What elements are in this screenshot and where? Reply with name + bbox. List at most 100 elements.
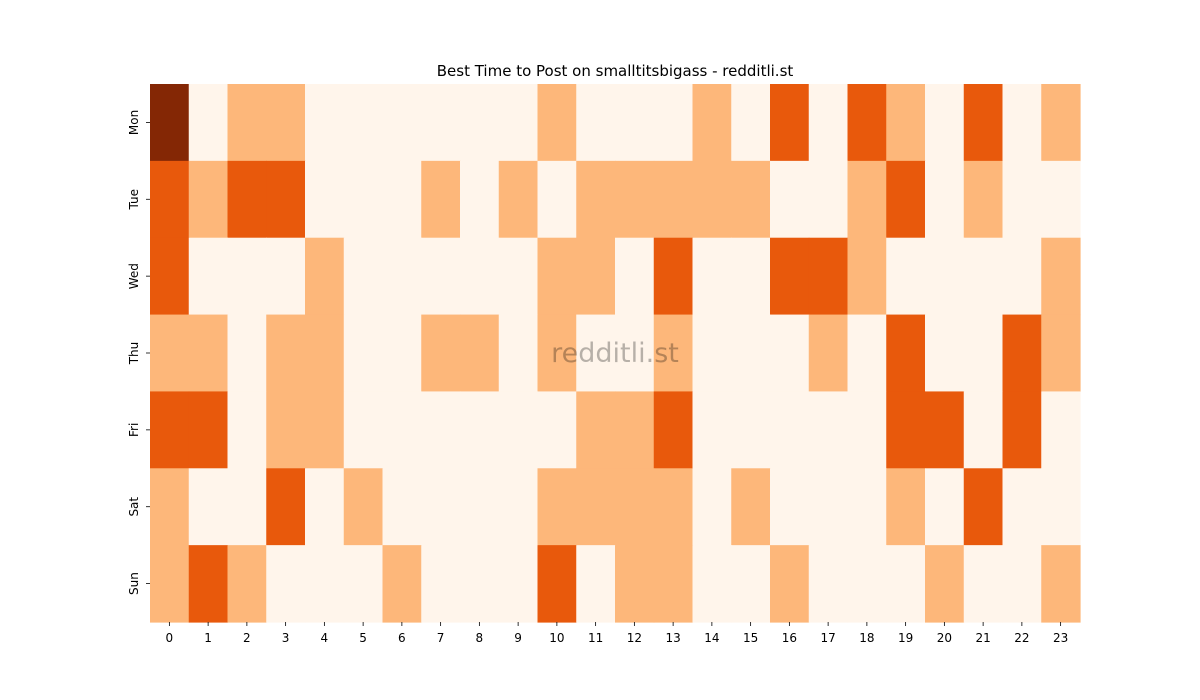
heatmap-cell-mon-23: [1041, 84, 1081, 162]
heatmap-cell-mon-19: [886, 84, 926, 162]
y-tick-label-sun: Sun: [127, 572, 141, 595]
heatmap-cell-fri-9: [498, 391, 539, 469]
heatmap-cell-fri-5: [343, 391, 384, 469]
heatmap-cell-sat-2: [227, 468, 267, 546]
heatmap-cell-sun-2: [227, 545, 267, 623]
heatmap-cell-mon-1: [188, 84, 229, 162]
heatmap-cell-thu-2: [227, 314, 267, 393]
x-tick-label-19: 19: [898, 631, 913, 645]
x-tick-label-11: 11: [588, 631, 603, 645]
heatmap-cell-sun-20: [925, 545, 965, 623]
heatmap-cell-fri-14: [692, 391, 732, 469]
heatmap-cell-wed-17: [808, 237, 849, 316]
heatmap-cell-mon-9: [498, 84, 539, 162]
heatmap-cell-tue-1: [188, 160, 229, 239]
heatmap-cell-mon-18: [847, 84, 887, 162]
x-tick-label-20: 20: [937, 631, 952, 645]
heatmap-cell-wed-9: [498, 237, 539, 316]
heatmap-cell-wed-13: [653, 237, 694, 316]
heatmap-cell-wed-8: [460, 237, 500, 316]
x-tick-label-14: 14: [704, 631, 719, 645]
heatmap-cell-thu-15: [731, 314, 771, 393]
heatmap-cell-thu-22: [1002, 314, 1042, 393]
heatmap-cell-thu-23: [1041, 314, 1081, 393]
heatmap-cell-sun-19: [886, 545, 926, 623]
heatmap-cell-sun-0: [150, 545, 190, 623]
heatmap-cell-wed-10: [537, 237, 577, 316]
heatmap-cell-fri-3: [266, 391, 306, 469]
heatmap-cell-sat-17: [808, 468, 849, 546]
heatmap-cell-mon-11: [576, 84, 616, 162]
heatmap-cell-fri-16: [770, 391, 810, 469]
heatmap-cell-wed-19: [886, 237, 926, 316]
y-tick-label-fri: Fri: [127, 423, 141, 437]
x-axis-ticks: 0 1 2 3 4 5 6 7 8 9 10 11 12 13 14 15 16 17 18 19 20 21 22 23: [166, 622, 1068, 645]
heatmap-cell-tue-17: [808, 160, 849, 239]
heatmap-cell-tue-3: [266, 160, 306, 239]
heatmap-cell-sun-16: [770, 545, 810, 623]
heatmap-cell-fri-21: [963, 391, 1004, 469]
heatmap-cell-wed-14: [692, 237, 732, 316]
heatmap-cell-mon-2: [227, 84, 267, 162]
heatmap-cell-fri-8: [460, 391, 500, 469]
heatmap-cell-sun-3: [266, 545, 306, 623]
heatmap-cell-sun-7: [421, 545, 461, 623]
heatmap-cell-mon-22: [1002, 84, 1042, 162]
heatmap-cell-mon-17: [808, 84, 849, 162]
heatmap-cell-fri-10: [537, 391, 577, 469]
heatmap-cell-sun-14: [692, 545, 732, 623]
heatmap-cell-fri-7: [421, 391, 461, 469]
heatmap-cell-tue-13: [653, 160, 694, 239]
heatmap-cell-fri-20: [925, 391, 965, 469]
heatmap-cell-fri-13: [653, 391, 694, 469]
heatmap-cell-thu-0: [150, 314, 190, 393]
heatmap-cell-mon-3: [266, 84, 306, 162]
heatmap-cell-tue-21: [963, 160, 1004, 239]
heatmap-cell-sat-15: [731, 468, 771, 546]
heatmap-cell-wed-23: [1041, 237, 1081, 316]
heatmap-cell-sat-19: [886, 468, 926, 546]
heatmap-cell-mon-13: [653, 84, 694, 162]
heatmap-cell-mon-14: [692, 84, 732, 162]
heatmap-cell-thu-7: [421, 314, 461, 393]
x-tick-label-1: 1: [204, 631, 212, 645]
heatmap-cell-wed-15: [731, 237, 771, 316]
heatmap-cell-mon-8: [460, 84, 500, 162]
heatmap-cell-wed-16: [770, 237, 810, 316]
heatmap-cell-tue-2: [227, 160, 267, 239]
x-tick-label-23: 23: [1053, 631, 1068, 645]
heatmap-cell-sun-18: [847, 545, 887, 623]
heatmap-cell-fri-0: [150, 391, 190, 469]
heatmap-cell-sat-13: [653, 468, 694, 546]
x-tick-label-7: 7: [437, 631, 445, 645]
heatmap-cell-tue-11: [576, 160, 616, 239]
heatmap-cell-sun-10: [537, 545, 577, 623]
heatmap-cell-thu-3: [266, 314, 306, 393]
heatmap-cell-fri-17: [808, 391, 849, 469]
heatmap-cell-fri-6: [382, 391, 422, 469]
heatmap-cell-thu-1: [188, 314, 229, 393]
x-tick-label-13: 13: [665, 631, 680, 645]
heatmap-cell-fri-22: [1002, 391, 1042, 469]
heatmap-cell-mon-16: [770, 84, 810, 162]
heatmap-cell-thu-13: [653, 314, 694, 393]
heatmap-cell-thu-6: [382, 314, 422, 393]
heatmap-cell-tue-12: [615, 160, 655, 239]
heatmap-cell-tue-20: [925, 160, 965, 239]
heatmap-cell-fri-11: [576, 391, 616, 469]
x-tick-label-0: 0: [166, 631, 174, 645]
heatmap-cell-mon-12: [615, 84, 655, 162]
heatmap-cell-fri-2: [227, 391, 267, 469]
heatmap-cell-sat-22: [1002, 468, 1042, 546]
heatmap-cell-thu-8: [460, 314, 500, 393]
x-tick-label-17: 17: [820, 631, 835, 645]
heatmap-cell-sun-23: [1041, 545, 1081, 623]
heatmap-cell-wed-3: [266, 237, 306, 316]
heatmap-cell-sat-7: [421, 468, 461, 546]
x-tick-label-10: 10: [549, 631, 564, 645]
y-tick-label-sat: Sat: [127, 497, 141, 517]
heatmap-cell-sat-9: [498, 468, 539, 546]
heatmap-cells: [150, 84, 1081, 623]
x-tick-label-4: 4: [321, 631, 329, 645]
heatmap-cell-sat-0: [150, 468, 190, 546]
